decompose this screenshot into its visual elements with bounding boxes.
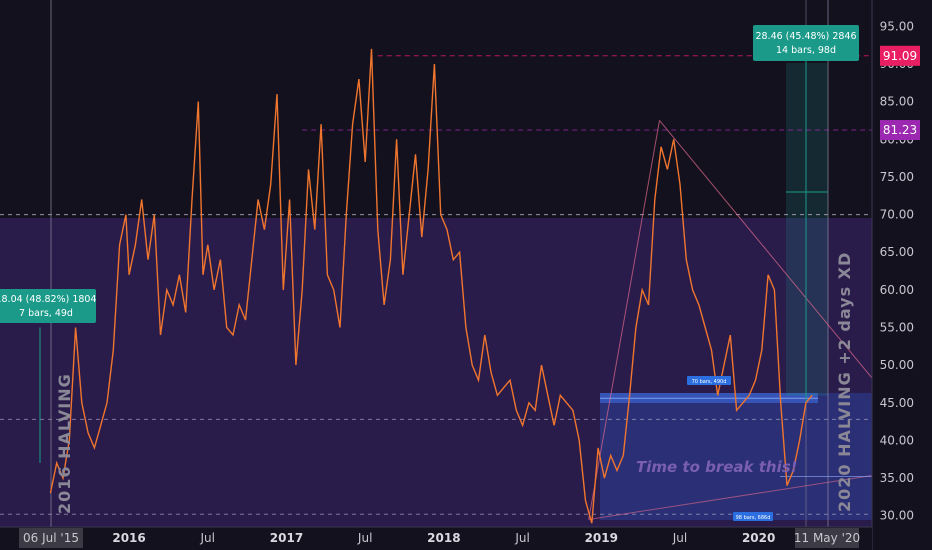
cursor-date-left: 06 Jul '15 xyxy=(23,531,79,545)
measure-label-left-bg xyxy=(0,289,96,323)
y-axis-panel xyxy=(872,0,932,550)
y-tick-label: 55.00 xyxy=(880,320,914,334)
cursor-date-right: 11 May '20 xyxy=(794,531,860,545)
price-series-line xyxy=(49,48,813,524)
x-tick-label: Jul xyxy=(357,531,372,545)
trendline-support xyxy=(588,473,881,520)
y-tick-label: 70.00 xyxy=(880,208,914,222)
small-tag-top: 70 bars, 490d xyxy=(692,379,727,385)
note-text: Time to break this! xyxy=(636,458,797,476)
x-tick-label: 2020 xyxy=(742,531,775,545)
measure-label-left-line2: 7 bars, 49d xyxy=(19,308,73,319)
measure-label-right-line1: 28.46 (45.48%) 2846 xyxy=(755,31,856,42)
price-tag-label: 81.23 xyxy=(883,123,917,137)
price-tags: 91.09 81.23 xyxy=(880,45,920,141)
y-tick-label: 45.00 xyxy=(880,396,914,410)
trend-drawings xyxy=(39,54,881,520)
measure-label-right-bg xyxy=(753,25,859,61)
dashed-levels xyxy=(0,55,872,515)
x-tick-label: Jul xyxy=(514,531,529,545)
cursor-date-left-bg xyxy=(19,528,83,548)
measure-box xyxy=(600,393,872,520)
teal-measure-column xyxy=(786,63,828,396)
measure-label-right-line2: 14 bars, 98d xyxy=(776,45,836,56)
x-tick-label: 2016 xyxy=(112,531,145,545)
y-axis-ticks: 95.0090.0085.0080.0075.0070.0065.0060.00… xyxy=(880,19,914,522)
y-tick-label: 50.00 xyxy=(880,358,914,372)
y-tick-label: 60.00 xyxy=(880,283,914,297)
price-tag-bg xyxy=(880,45,920,66)
x-tick-label: Jul xyxy=(200,531,215,545)
y-tick-label: 35.00 xyxy=(880,471,914,485)
x-axis-ticks: 2016 Jul 2017 Jul 2018 Jul 2019 Jul 2020 xyxy=(112,531,775,545)
measure-label-left-line1: 18.04 (48.82%) 1804 xyxy=(0,294,97,305)
y-tick-label: 65.00 xyxy=(880,245,914,259)
trendline-rise xyxy=(588,120,661,520)
halving-2020-label: 2020 HALVING +2 days XD xyxy=(835,252,854,512)
x-tick-label: 2017 xyxy=(270,531,303,545)
small-tag-top-bg xyxy=(687,376,731,385)
y-tick-label: 40.00 xyxy=(880,433,914,447)
trendline-fall xyxy=(659,120,881,389)
y-tick-label: 85.00 xyxy=(880,95,914,109)
small-tag-bottom: 98 bars, 686d xyxy=(736,515,771,521)
y-tick-label: 30.00 xyxy=(880,509,914,523)
cursor-date-right-bg xyxy=(795,528,859,548)
price-tag-bg xyxy=(880,120,920,141)
y-tick-label: 75.00 xyxy=(880,170,914,184)
halving-2016-label: 2016 HALVING xyxy=(55,373,74,514)
small-tag-bottom-bg xyxy=(733,512,773,521)
y-tick-label: 95.00 xyxy=(880,19,914,33)
x-tick-label: 2018 xyxy=(427,531,460,545)
x-axis-panel xyxy=(0,527,872,550)
price-tag-label: 91.09 xyxy=(883,49,917,63)
x-tick-label: Jul xyxy=(672,531,687,545)
x-tick-label: 2019 xyxy=(585,531,618,545)
